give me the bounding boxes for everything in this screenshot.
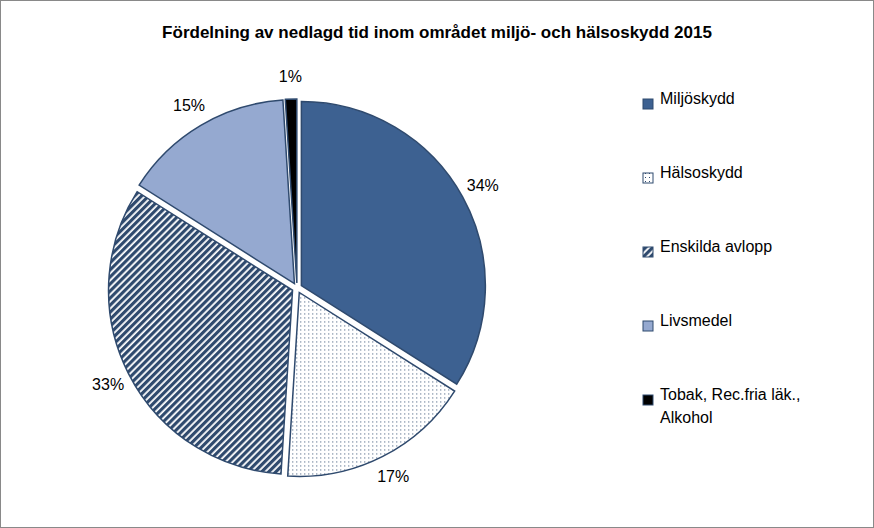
legend-swatch [643,395,653,405]
legend-label: Miljöskydd [660,90,735,107]
legend-swatch [643,321,653,331]
data-label: 15% [173,97,205,114]
legend-label: Tobak, Rec.fria läk.,Alkohol [660,386,801,426]
title: Fördelning av nedlagd tid inom området m… [162,23,712,42]
legend-swatch [643,173,653,183]
pie-slice [285,99,297,283]
chart-frame [1,1,874,528]
pie-slice [139,100,294,284]
legend-label: Hälsoskydd [660,164,743,181]
data-label: 17% [377,468,409,485]
data-label: 34% [467,177,499,194]
pie [109,99,486,476]
legend: Miljöskydd Hälsoskydd Enskilda avlopp Livsm… [643,90,801,426]
data-label: 1% [279,68,302,85]
pie-slice [288,292,455,476]
legend-swatch [643,99,653,109]
legend-label: Livsmedel [660,312,732,329]
legend-label: Enskilda avlopp [660,238,772,255]
chart: Fördelning av nedlagd tid inom området m… [0,0,874,528]
legend-swatch [643,247,653,257]
data-label: 33% [92,376,124,393]
